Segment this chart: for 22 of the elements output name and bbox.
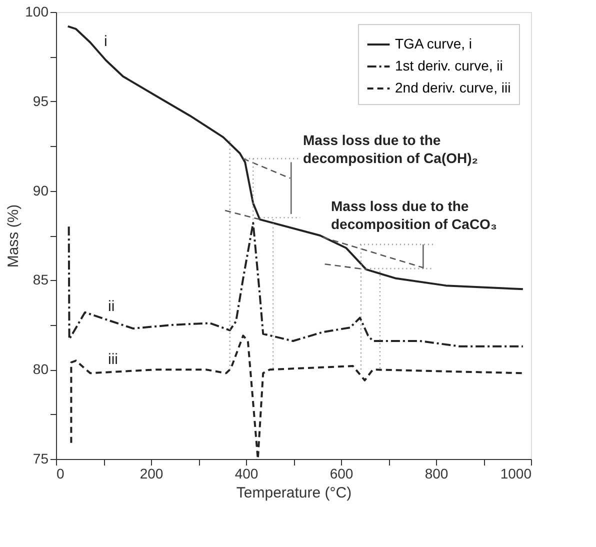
x-axis-title: Temperature (°C)	[236, 484, 352, 502]
legend-label: TGA curve, i	[395, 36, 472, 52]
x-tick-label: 200	[140, 466, 164, 482]
legend-label: 2nd deriv. curve, iii	[395, 80, 511, 96]
y-tick-label: 85	[32, 272, 49, 288]
annotation: ii	[108, 298, 115, 315]
y-tick-label: 80	[32, 361, 49, 378]
y-tick-label: 95	[32, 92, 49, 109]
x-tick-label: 800	[424, 466, 448, 482]
y-tick-label: 90	[32, 182, 49, 198]
y-axis-title: Mass (%)	[5, 204, 22, 268]
annotation: Mass loss due to the decomposition of CaCO₃	[331, 198, 497, 232]
y-tick-label: 75	[32, 450, 49, 466]
y-tick-label: 100	[25, 4, 49, 20]
x-tick-label: 600	[330, 466, 354, 482]
x-tick-label: 400	[234, 466, 258, 482]
annotation: iii	[108, 351, 118, 368]
legend-label: 1st deriv. curve, ii	[395, 58, 503, 74]
annotation: i	[104, 33, 108, 50]
annotation: Mass loss due to the decomposition of Ca(OH)₂	[303, 132, 478, 166]
x-tick-label: 0	[56, 466, 64, 482]
x-tick-label: 1000	[500, 466, 532, 482]
